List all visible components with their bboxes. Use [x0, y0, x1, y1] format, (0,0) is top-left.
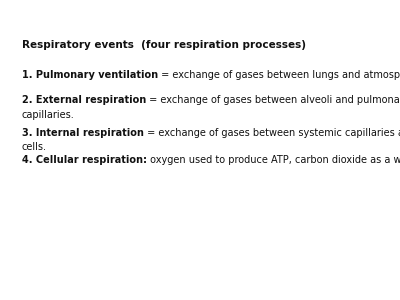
Text: 2. External respiration: 2. External respiration [22, 95, 146, 105]
Text: = exchange of gases between lungs and atmosphere.: = exchange of gases between lungs and at… [158, 70, 400, 80]
Text: 1. Pulmonary ventilation: 1. Pulmonary ventilation [22, 70, 158, 80]
Text: 3. Internal respiration: 3. Internal respiration [22, 128, 144, 138]
Text: cells.: cells. [22, 142, 47, 152]
Text: Respiratory events  (four respiration processes): Respiratory events (four respiration pro… [22, 40, 306, 50]
Text: oxygen used to produce ATP, carbon dioxide as a waste.: oxygen used to produce ATP, carbon dioxi… [147, 155, 400, 165]
Text: = exchange of gases between systemic capillaries and tissue: = exchange of gases between systemic cap… [144, 128, 400, 138]
Text: capillaries.: capillaries. [22, 110, 75, 120]
Text: = exchange of gases between alveoli and pulmonary: = exchange of gases between alveoli and … [146, 95, 400, 105]
Text: 4. Cellular respiration:: 4. Cellular respiration: [22, 155, 147, 165]
